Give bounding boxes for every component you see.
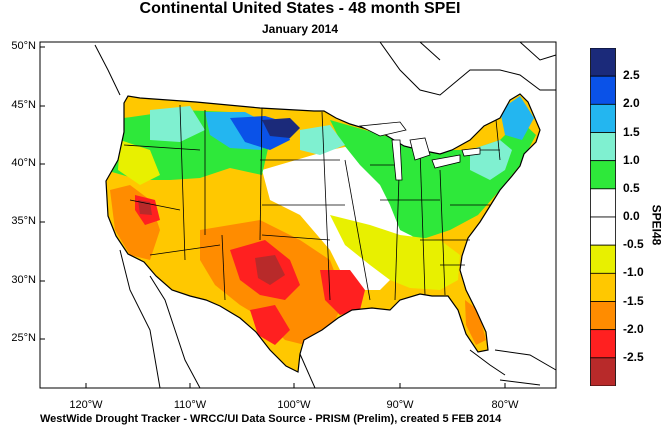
colorbar-swatch [590,132,616,162]
colorbar-swatch [590,244,616,274]
lat-label-25: 25°N [11,332,36,344]
colorbar-tick-label: 1.0 [623,152,640,167]
colorbar-swatch [590,75,616,105]
colorbar-tick-label: -1.0 [623,265,644,280]
colorbar [590,48,616,386]
colorbar-tick-label: 1.5 [623,124,640,139]
lat-label-30: 30°N [11,274,36,286]
lat-label-40: 40°N [11,157,36,169]
colorbar-swatch [590,103,616,133]
colorbar-swatch [590,329,616,359]
colorbar-swatch [590,160,616,190]
colorbar-swatch [590,48,616,77]
colorbar-tick-label: -2.0 [623,321,644,336]
colorbar-tick-label: 0.5 [623,180,640,195]
colorbar-tick-label: 2.0 [623,96,640,111]
lon-label-110: 110°W [173,399,207,411]
colorbar-tick-label: -0.5 [623,237,644,252]
colorbar-swatch [590,216,616,246]
lon-label-100: 100°W [277,399,311,411]
colorbar-swatch [590,272,616,302]
footer-credit: WestWide Drought Tracker - WRCC/UI Data … [40,413,502,425]
colorbar-swatch [590,188,616,218]
lon-label-80: 80°W [491,399,519,411]
lat-label-35: 35°N [11,215,36,227]
lat-label-50: 50°N [11,40,36,52]
map-title: Continental United States - 48 month SPE… [139,0,461,17]
map-subtitle: January 2014 [261,22,339,36]
lon-label-120: 120°W [69,399,103,411]
colorbar-title: SPEI48 [649,204,664,246]
colorbar-tick-label: -2.5 [623,349,644,364]
colorbar-tick-label: 2.5 [623,68,640,83]
colorbar-swatch [590,301,616,331]
lat-label-45: 45°N [11,99,36,111]
colorbar-tick-label: -1.5 [623,293,644,308]
colorbar-tick-label: 0.0 [623,209,640,223]
colorbar-swatch [590,357,616,386]
lon-label-90: 90°W [386,399,414,411]
